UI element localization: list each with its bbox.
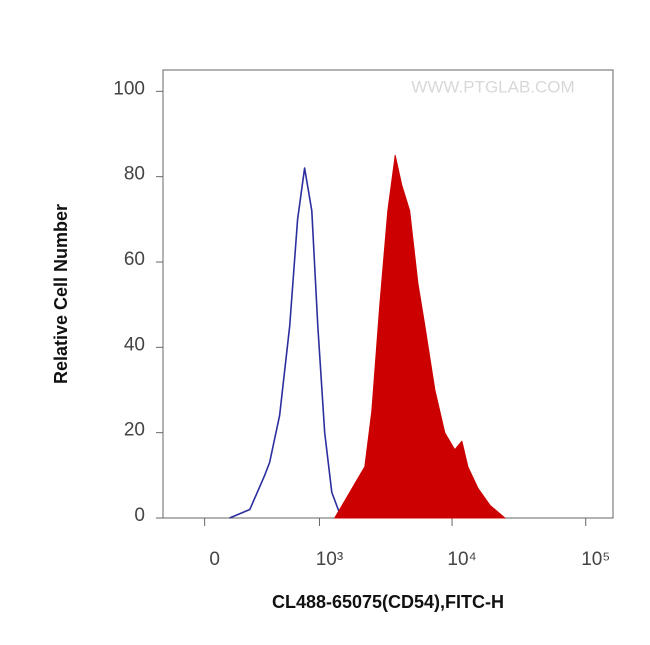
- x-tick-label: 0: [209, 549, 220, 570]
- y-tick-label: 80: [124, 164, 145, 185]
- histogram-area: [334, 154, 506, 519]
- x-tick-label: 10⁵: [581, 549, 610, 570]
- y-tick-label: 40: [124, 334, 145, 355]
- y-tick-label: 60: [124, 249, 145, 270]
- y-tick-label: 0: [134, 505, 145, 526]
- x-tick-label: 10³: [316, 549, 343, 570]
- x-axis-label: CL488-65075(CD54),FITC-H: [272, 592, 504, 612]
- histogram-line: [229, 167, 351, 519]
- x-tick-label: 10⁴: [447, 549, 476, 570]
- y-tick-label: 100: [113, 78, 145, 99]
- y-tick-label: 20: [124, 420, 145, 441]
- y-axis-label: Relative Cell Number: [51, 204, 71, 384]
- watermark: WWW.PTGLAB.COM: [411, 77, 574, 96]
